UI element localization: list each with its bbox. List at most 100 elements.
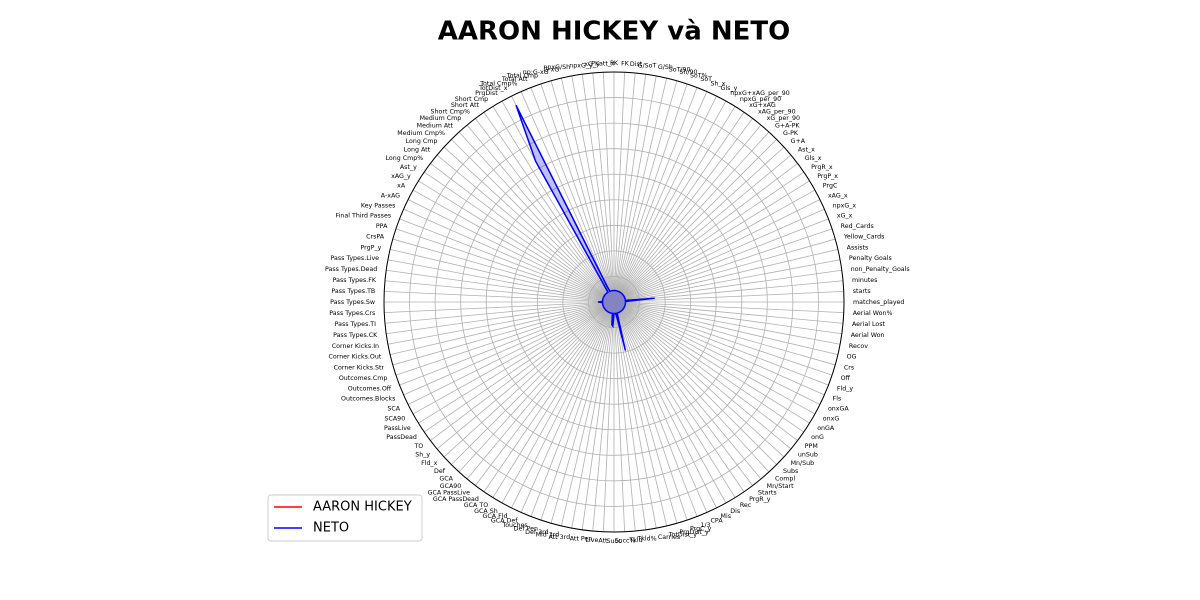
- grid-spoke: [613, 199, 821, 303]
- grid-spoke: [613, 238, 836, 303]
- category-label: Medium Att: [417, 122, 454, 129]
- category-label: Short Cmp: [455, 96, 488, 103]
- grid-spoke: [613, 301, 678, 524]
- grid-spoke: [387, 301, 615, 345]
- grid-spoke: [458, 301, 615, 473]
- category-label: Long Cmp: [406, 138, 438, 145]
- grid-spoke: [613, 171, 804, 303]
- grid-spoke: [384, 290, 615, 303]
- category-label: PKatt_x: [591, 60, 615, 67]
- grid-spoke: [424, 301, 615, 433]
- category-label: Total Cmp: [506, 72, 538, 79]
- category-label: CrsPA: [366, 234, 385, 241]
- grid-spoke: [613, 301, 762, 480]
- grid-spoke: [458, 131, 615, 303]
- grid-spoke: [613, 208, 825, 303]
- category-label: TotDist_y: [668, 532, 698, 539]
- grid-spoke: [386, 269, 615, 303]
- grid-spoke: [613, 301, 708, 513]
- grid-spoke: [392, 238, 615, 303]
- grid-spoke: [399, 301, 615, 386]
- category-label: Sh_y: [415, 452, 430, 459]
- category-label: Succ: [607, 538, 622, 545]
- grid-spoke: [560, 301, 615, 526]
- category-label: Long Att: [404, 146, 431, 153]
- legend-label: NETO: [313, 521, 349, 536]
- grid-spoke: [475, 301, 615, 486]
- grid-spoke: [451, 301, 615, 465]
- grid-spoke: [613, 80, 678, 303]
- category-label: Gls_x: [805, 155, 822, 162]
- grid-spoke: [613, 301, 798, 441]
- category-label: PassDead: [386, 434, 417, 441]
- grid-spoke: [613, 301, 825, 396]
- grid-spoke: [407, 199, 615, 303]
- category-label: Att: [598, 538, 608, 545]
- grid-spoke: [520, 301, 615, 513]
- category-label: TO: [413, 443, 423, 450]
- category-label: Dist: [630, 61, 643, 68]
- category-label: Pass Types.Crs: [329, 310, 375, 317]
- category-label: Subs: [783, 468, 798, 475]
- category-label: Pass Types.Live: [331, 255, 380, 262]
- category-label: SoT/90: [669, 66, 691, 73]
- grid-spoke: [613, 301, 844, 324]
- grid-spoke: [520, 91, 615, 303]
- grid-spoke: [613, 154, 792, 303]
- grid-spoke: [613, 75, 657, 303]
- grid-spoke: [613, 301, 816, 415]
- grid-spoke: [475, 118, 615, 303]
- grid-spoke: [613, 72, 636, 303]
- grid-spoke: [613, 91, 708, 303]
- grid-spoke: [492, 301, 615, 498]
- category-label: Mid 3rd: [536, 532, 560, 539]
- category-label: Ast_y: [400, 164, 417, 171]
- category-label: Sh/90: [679, 69, 697, 76]
- grid-spoke: [412, 301, 615, 415]
- category-label: Dis: [730, 508, 740, 515]
- category-label: Short Att: [451, 102, 480, 109]
- grid-spoke: [613, 301, 636, 532]
- category-label: Corner Kicks.Str: [334, 364, 385, 371]
- grid-spoke: [581, 74, 615, 303]
- grid-spoke: [492, 106, 615, 303]
- category-label: Def: [434, 468, 446, 475]
- legend-box: [267, 494, 423, 542]
- outer-frame: [383, 71, 845, 533]
- category-label: xG+xAG: [749, 102, 776, 109]
- category-label: Pass Types.TB: [331, 288, 375, 295]
- category-label: xAG_x: [828, 192, 848, 199]
- grid-spoke: [430, 301, 615, 441]
- grid-spoke: [592, 301, 615, 532]
- grid-spoke: [613, 301, 753, 486]
- legend-label: AARON HICKEY: [313, 500, 412, 515]
- grid-spoke: [613, 301, 844, 314]
- grid-spoke: [443, 146, 615, 303]
- category-label: Total Att: [501, 76, 528, 83]
- category-label: Tkld: [628, 537, 642, 544]
- category-label: Final Third Passes: [335, 213, 391, 220]
- category-label: PrgC: [823, 183, 838, 190]
- grid-spoke: [613, 78, 668, 303]
- grid-spoke: [511, 301, 615, 509]
- category-label: np:G-xG: [523, 69, 549, 76]
- category-label: OG: [847, 354, 857, 361]
- category-label: G-PK: [783, 130, 799, 137]
- grid-spoke: [501, 301, 615, 504]
- category-label: GCA PassLive: [428, 490, 471, 497]
- category-label: onG: [811, 434, 824, 441]
- grid-spoke: [483, 301, 615, 492]
- category-label: non_Penalty_Goals: [851, 266, 910, 273]
- category-label: Def 3rd: [525, 529, 548, 536]
- category-label: G/SoT: [638, 62, 657, 69]
- category-label: matches_played: [853, 299, 904, 306]
- category-label: onGA: [817, 425, 835, 432]
- grid-spoke: [613, 131, 770, 303]
- category-label: Succ%: [615, 538, 636, 545]
- grid-spoke: [613, 301, 777, 465]
- category-label: TotDist_x: [478, 85, 508, 92]
- grid-spoke: [613, 301, 810, 424]
- category-label: Mis: [721, 513, 731, 520]
- category-label: xG_x: [837, 213, 853, 220]
- category-label: GCA Fld: [482, 513, 507, 520]
